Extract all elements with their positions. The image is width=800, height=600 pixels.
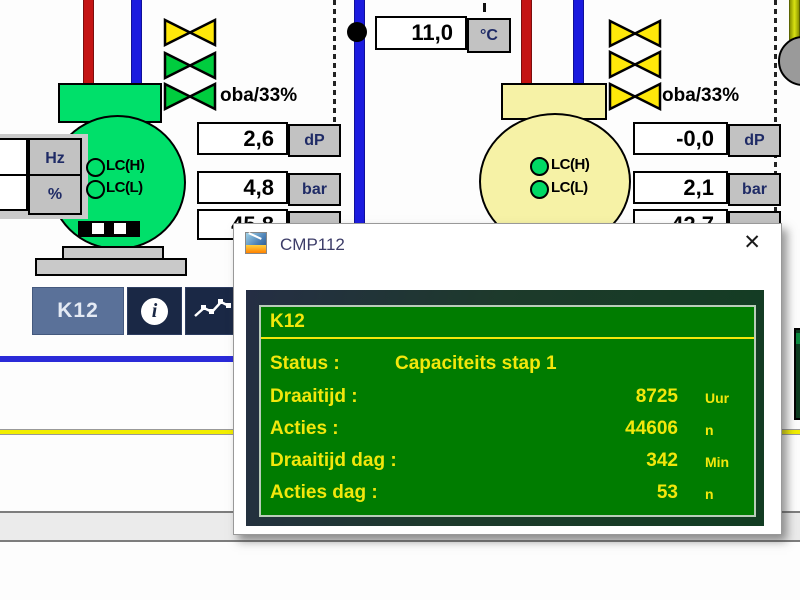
lc-high-label-left: LC(H) xyxy=(106,157,145,174)
app-icon xyxy=(245,232,267,254)
valve-position-label-right: oba/33% xyxy=(662,85,740,106)
stat-label: Draaitijd dag : xyxy=(270,450,397,471)
info-button[interactable]: i xyxy=(127,287,182,335)
dashed-link-line-left xyxy=(333,0,336,122)
stat-value: 342 xyxy=(646,450,678,471)
valve-symbol-left-3[interactable] xyxy=(163,81,217,116)
stat-label: Acties : xyxy=(270,418,339,439)
readout-dp-unit-left: dP xyxy=(288,124,341,157)
readout-temperature: 11,0 xyxy=(375,16,467,50)
k12-button[interactable]: K12 xyxy=(32,287,124,335)
sensor-tap-dot xyxy=(347,22,367,42)
lc-low-label-left: LC(L) xyxy=(106,179,143,196)
cmp112-window: CMP112 ✕ K12 Status : Capaciteits stap 1… xyxy=(233,223,782,535)
drive-unit-pct: % xyxy=(28,174,82,215)
readout-bar-unit-right: bar xyxy=(728,173,781,206)
valve-position-label-left: oba/33% xyxy=(220,85,298,106)
readout-dp-right: -0,0 xyxy=(633,122,728,155)
stat-row-actions: Acties : 44606 n xyxy=(270,418,745,440)
status-value: Capaciteits stap 1 xyxy=(395,353,557,374)
pedestal-base-left xyxy=(35,258,187,276)
lc-low-label-right: LC(L) xyxy=(551,179,588,196)
close-icon[interactable]: ✕ xyxy=(743,231,761,254)
status-label: Status : xyxy=(270,353,340,374)
pipe-cold-left xyxy=(131,0,142,84)
readout-bar-unit-left: bar xyxy=(288,173,341,206)
stat-value: 8725 xyxy=(635,386,678,407)
trend-button[interactable] xyxy=(185,287,238,335)
lc-high-label-right: LC(H) xyxy=(551,156,590,173)
lc-low-indicator-left xyxy=(86,180,105,199)
stat-unit: Min xyxy=(705,454,730,470)
info-icon: i xyxy=(141,297,168,325)
valve-symbol-right-2[interactable] xyxy=(608,49,662,84)
fan-symbol-edge xyxy=(778,36,800,86)
lc-high-indicator-right xyxy=(530,157,549,176)
stat-row-actions-day: Acties dag : 53 n xyxy=(270,482,745,504)
pipe-cold-middle xyxy=(354,0,365,223)
valve-symbol-left-2[interactable] xyxy=(163,50,217,85)
popup-content-frame: K12 Status : Capaciteits stap 1 Draaitij… xyxy=(246,290,764,526)
lc-high-indicator-left xyxy=(86,158,105,177)
readout-dp-left: 2,6 xyxy=(197,122,288,155)
pipe-hot-left xyxy=(83,0,94,84)
popup-status-panel: K12 Status : Capaciteits stap 1 Draaitij… xyxy=(259,305,756,517)
stat-row-runtime-day: Draaitijd dag : 342 Min xyxy=(270,450,745,472)
dashed-link-stub xyxy=(483,3,486,12)
stat-unit: Uur xyxy=(705,390,730,406)
stat-unit: n xyxy=(705,486,714,502)
pipe-hot-right xyxy=(521,0,532,84)
readout-dp-unit-right: dP xyxy=(728,124,781,157)
drive-value-pct xyxy=(0,174,28,211)
drive-unit-hz: Hz xyxy=(28,138,82,180)
readout-bar-right: 2,1 xyxy=(633,171,728,204)
dashed-link-line-right xyxy=(774,0,777,223)
status-row: Status : Capaciteits stap 1 xyxy=(270,353,745,375)
pipe-cold-right xyxy=(573,0,584,84)
stat-label: Draaitijd : xyxy=(270,386,358,407)
popup-header: K12 xyxy=(270,311,305,332)
header-underline xyxy=(261,337,754,339)
stat-unit: n xyxy=(705,422,714,438)
stat-value: 44606 xyxy=(625,418,678,439)
valve-symbol-right-1[interactable] xyxy=(608,18,662,53)
stat-row-runtime: Draaitijd : 8725 Uur xyxy=(270,386,745,408)
trend-icon xyxy=(193,295,231,328)
lc-low-indicator-right xyxy=(530,180,549,199)
pipe-olive-edge xyxy=(789,0,800,40)
valve-symbol-left-1[interactable] xyxy=(163,17,217,52)
stat-value: 53 xyxy=(656,482,678,503)
valve-symbol-right-3[interactable] xyxy=(608,81,662,116)
stat-label: Acties dag : xyxy=(270,482,378,503)
edge-component xyxy=(794,328,800,420)
drive-value-hz xyxy=(0,138,28,176)
readout-temperature-unit: °C xyxy=(467,18,511,53)
window-title: CMP112 xyxy=(280,235,345,254)
motor-symbol-left xyxy=(78,221,140,237)
readout-bar-left: 4,8 xyxy=(197,171,288,204)
